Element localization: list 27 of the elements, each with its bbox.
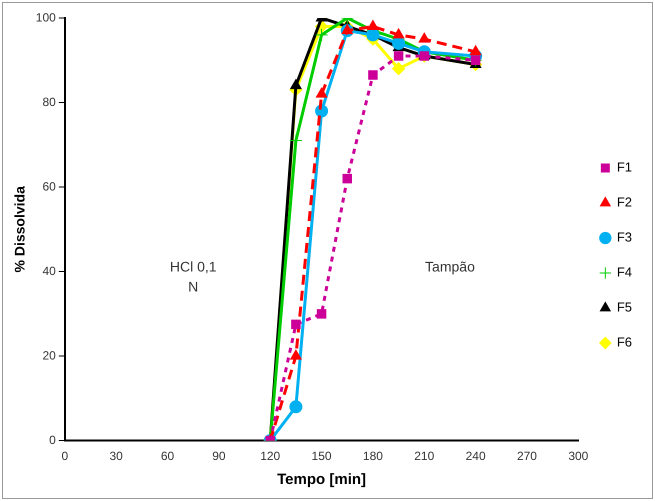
x-tick-label: 240 <box>466 449 486 464</box>
x-tick-label: 210 <box>414 449 435 464</box>
x-tick-label: 30 <box>109 449 124 464</box>
x-axis-title: Tempo [min] <box>277 471 366 488</box>
y-axis-title: % Dissolvida <box>11 186 28 272</box>
legend-label: F3 <box>616 230 632 245</box>
legend-label: F1 <box>616 160 632 175</box>
x-tick-label: 180 <box>362 449 384 464</box>
x-tick-label: 60 <box>160 449 175 464</box>
x-tick-label: 300 <box>568 449 589 464</box>
annotation: Tampão <box>425 258 476 275</box>
x-tick-label: 270 <box>516 449 538 464</box>
x-tick-label: 150 <box>312 449 332 464</box>
y-tick-label: 80 <box>42 94 56 109</box>
y-tick-label: 0 <box>49 432 56 447</box>
legend-label: F6 <box>616 334 632 350</box>
y-tick-label: 20 <box>42 348 56 362</box>
annotation: HCl 0,1 N <box>170 258 217 295</box>
legend-label: F4 <box>616 264 632 280</box>
y-tick-label: 60 <box>42 179 56 194</box>
x-tick-label: 0 <box>61 449 68 464</box>
x-tick-label: 120 <box>260 449 281 464</box>
y-tick-label: 40 <box>42 264 56 278</box>
legend-label: F5 <box>616 300 632 315</box>
x-tick-label: 90 <box>212 449 226 464</box>
legend-label: F2 <box>616 194 632 210</box>
y-tick-label: 100 <box>36 10 56 24</box>
